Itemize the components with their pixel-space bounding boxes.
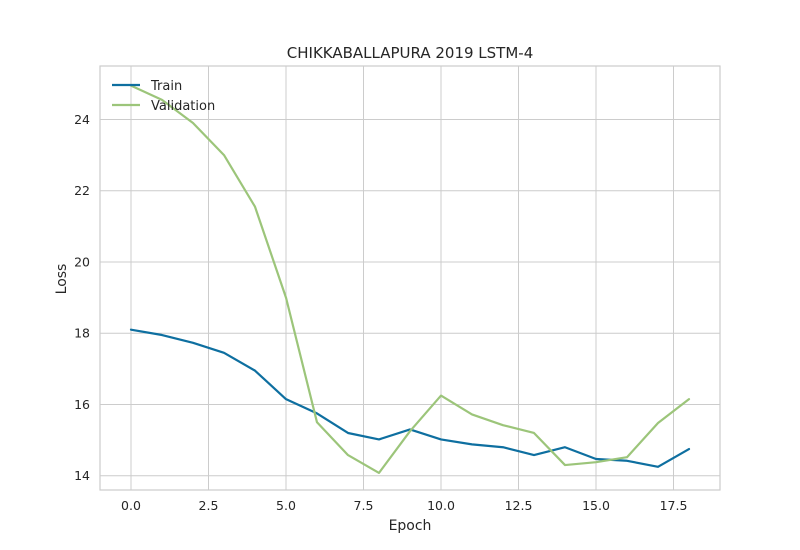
- y-tick-label: 24: [74, 112, 90, 127]
- y-axis-label: Loss: [54, 264, 70, 295]
- x-axis-label: Epoch: [389, 518, 432, 534]
- chart-title: CHIKKABALLAPURA 2019 LSTM-4: [287, 44, 533, 62]
- y-tick-label: 16: [74, 397, 90, 412]
- y-tick-label: 22: [74, 183, 90, 198]
- x-tick-label: 2.5: [199, 498, 219, 513]
- y-tick-label: 20: [74, 254, 90, 269]
- plot-frame: [99, 65, 721, 491]
- x-tick-label: 7.5: [354, 498, 374, 513]
- x-tick-label: 17.5: [660, 498, 688, 513]
- x-tick-label: 0.0: [121, 498, 141, 513]
- y-tick-label: 18: [74, 326, 90, 341]
- x-tick-label: 5.0: [276, 498, 296, 513]
- legend-label-train: Train: [150, 79, 182, 94]
- series-lines: [129, 84, 691, 474]
- tick-labels: 0.0 2.5 5.0 7.5 10.0 12.5 15.0 17.5 14 16 18 20 22 24: [74, 112, 687, 513]
- x-tick-label: 10.0: [427, 498, 455, 513]
- series-line-train: [129, 328, 691, 468]
- y-tick-label: 14: [74, 468, 90, 483]
- x-tick-label: 15.0: [582, 498, 610, 513]
- x-tick-label: 12.5: [505, 498, 533, 513]
- legend: Train Validation: [112, 79, 215, 114]
- series-line-validation: [129, 84, 691, 474]
- grid-lines: [100, 66, 720, 490]
- legend-label-validation: Validation: [151, 99, 215, 114]
